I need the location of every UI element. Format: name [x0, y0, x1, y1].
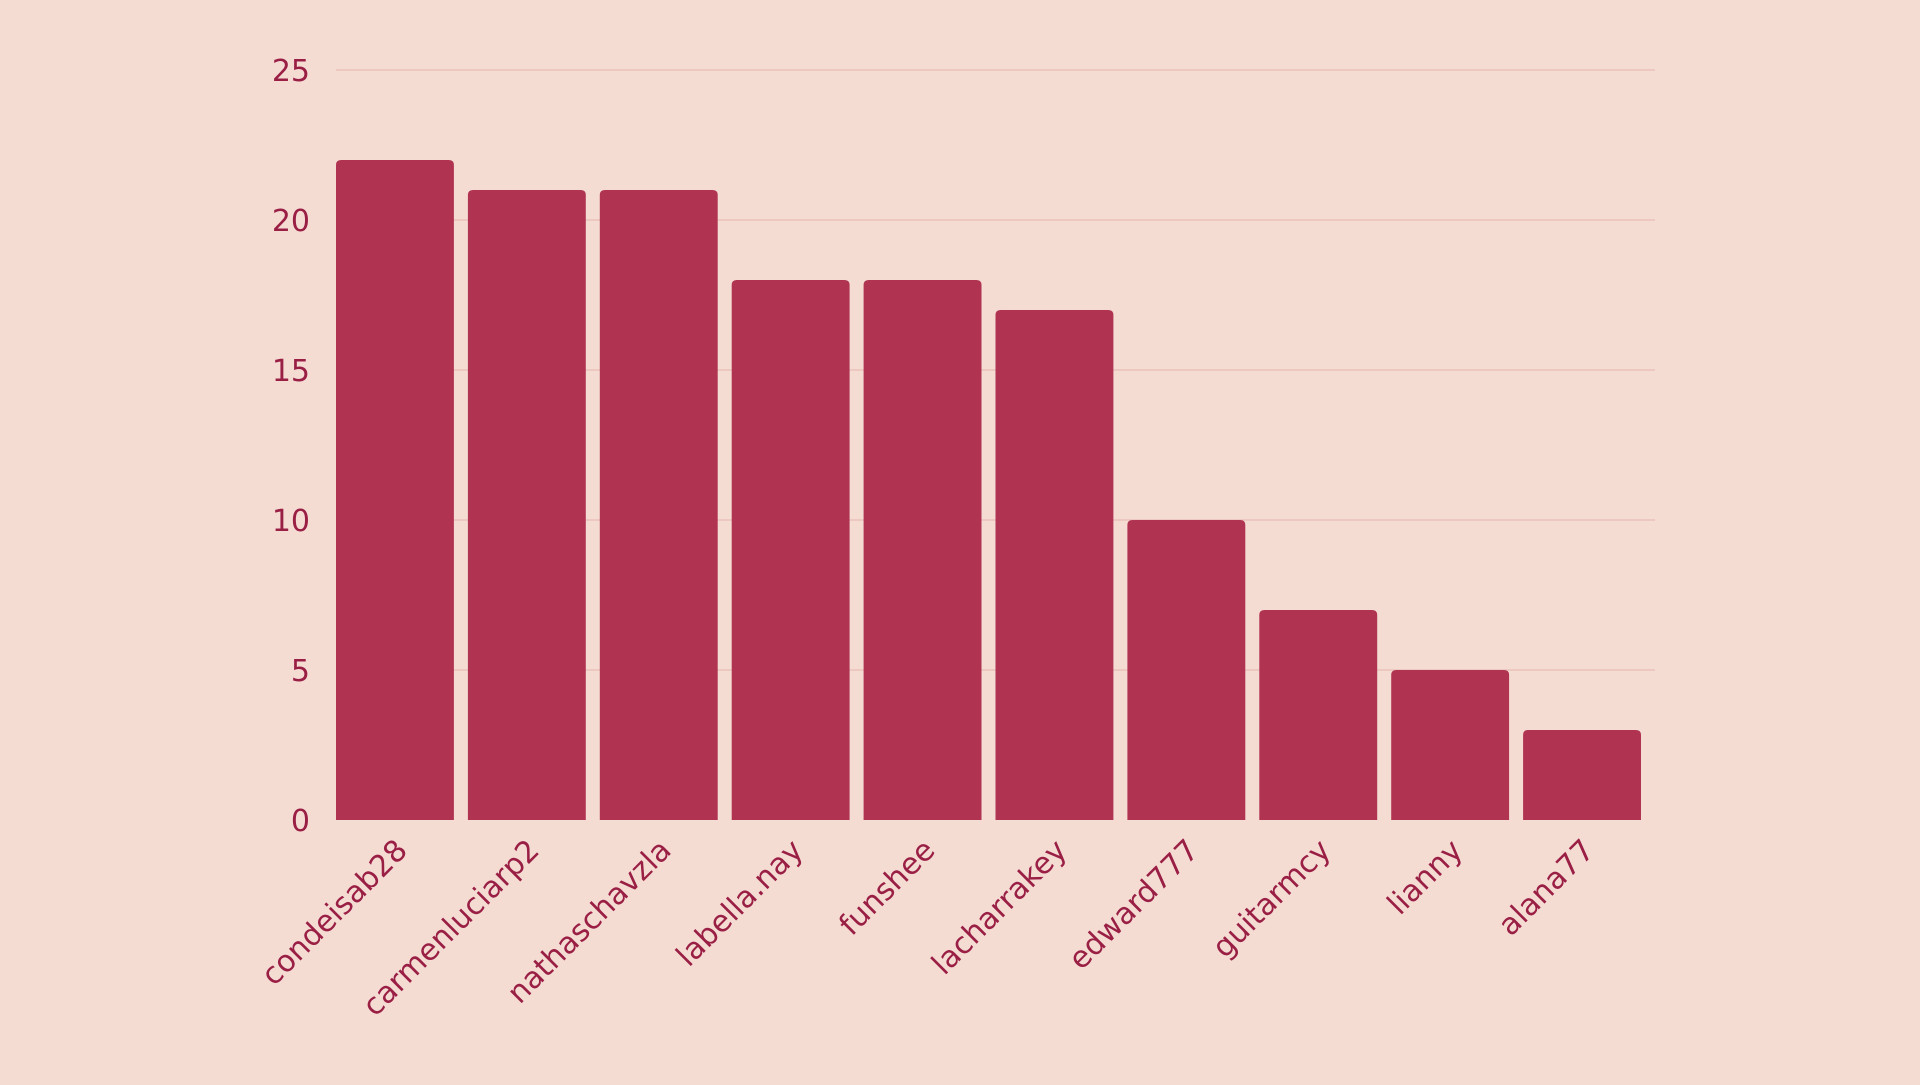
y-tick-label: 15 [272, 354, 310, 389]
x-tick-label: labella.nay [670, 833, 811, 974]
x-tick-label: guitarmcy [1206, 833, 1338, 965]
bar-condeisab28 [336, 160, 454, 820]
bars [336, 160, 1641, 820]
bar-alana77 [1523, 730, 1641, 820]
x-tick-label: edward777 [1062, 833, 1206, 977]
y-tick-label: 10 [272, 504, 310, 539]
y-tick-label: 5 [291, 654, 310, 689]
x-tick-label: lianny [1381, 833, 1470, 922]
x-tick-label: funshee [832, 833, 942, 943]
x-tick-label: lacharrakey [925, 833, 1074, 982]
bar-labella.nay [731, 280, 850, 820]
bar-guitarmcy [1259, 610, 1378, 820]
bar-lacharrakey [995, 310, 1114, 820]
x-tick-label: alana77 [1492, 833, 1602, 943]
bar-carmenluciarp2 [467, 190, 586, 820]
y-tick-label: 25 [272, 54, 310, 89]
bar-lianny [1391, 670, 1510, 820]
bar-edward777 [1127, 520, 1246, 820]
x-axis-ticks: condeisab28carmenluciarp2nathaschavzlala… [255, 833, 1602, 1023]
y-tick-label: 20 [272, 204, 310, 239]
bar-nathaschavzla [599, 190, 718, 820]
bar-funshee [863, 280, 982, 820]
y-axis-ticks: 0 5 10 15 20 25 [272, 54, 310, 839]
y-tick-label: 0 [291, 804, 310, 839]
